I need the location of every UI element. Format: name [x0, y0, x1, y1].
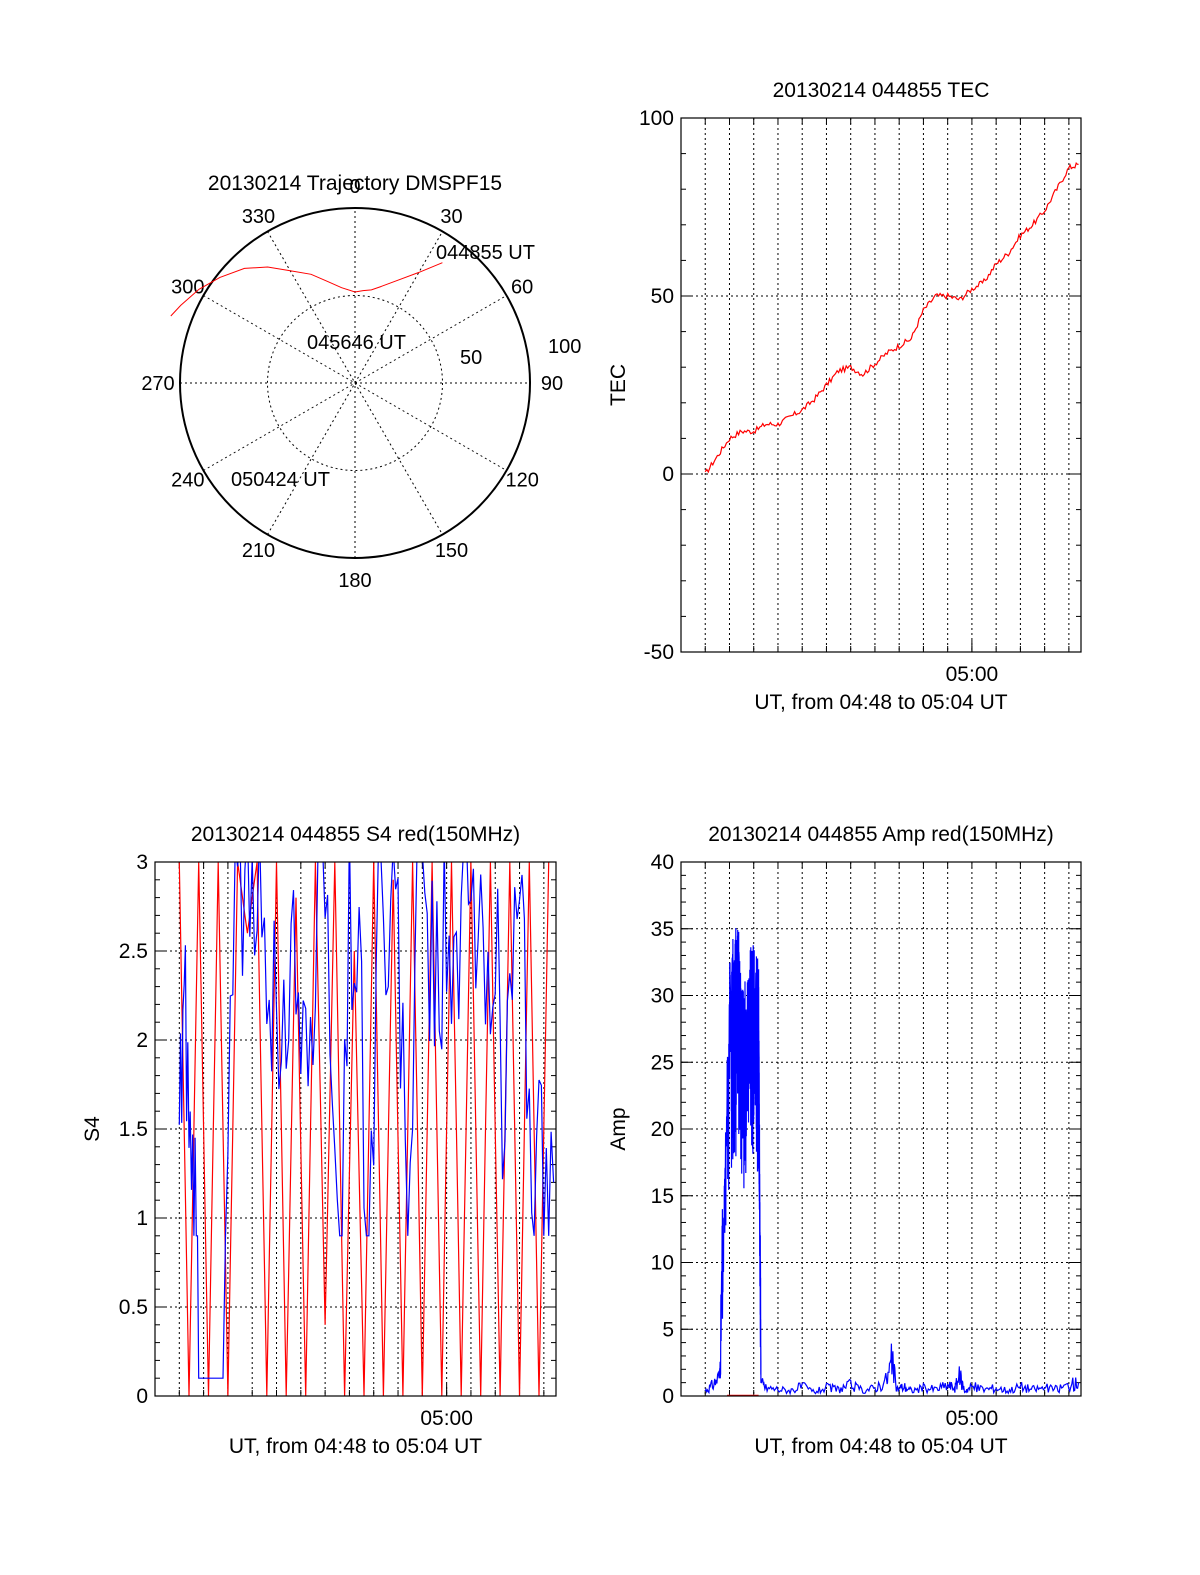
polar-angle-label: 180: [338, 570, 371, 592]
polar-spoke: [267, 231, 443, 535]
polar-annotation-start: 044855 UT: [436, 242, 535, 264]
s4-y-tick-label: 2.5: [119, 940, 148, 963]
amp-y-tick-label: 5: [662, 1318, 674, 1341]
amp-title: 20130214 044855 Amp red(150MHz): [708, 823, 1054, 846]
amp-x-tick-label: 05:00: [946, 1407, 999, 1430]
polar-angle-label: 270: [141, 373, 174, 395]
amp-y-tick-label: 40: [651, 851, 674, 874]
tec-series-line-0: [704, 161, 1079, 474]
polar-angle-label: 30: [440, 206, 462, 228]
polar-grid: [179, 207, 531, 559]
polar-title: 20130214 Trajectory DMSPF15: [208, 172, 502, 195]
polar-angle-label: 210: [242, 540, 275, 562]
s4-plot-frame: [154, 861, 557, 1397]
s4-y-tick-label: 0: [136, 1385, 148, 1408]
polar-angle-label: 300: [171, 277, 204, 299]
amp-panel: 20130214 044855 Amp red(150MHz) 0 5 10 15 20 2…: [607, 823, 1082, 1458]
amp-y-tick-label: 25: [651, 1051, 674, 1074]
amp-y-tick-label: 30: [651, 985, 674, 1008]
tec-y-tick-label: -50: [644, 641, 674, 664]
tec-x-tick-label: 05:00: [946, 663, 999, 686]
tec-x-axis-label: UT, from 04:48 to 05:04 UT: [754, 691, 1007, 714]
polar-trajectory-panel: 20130214 Trajectory DMSPF15 0 30 60 90 120 15…: [141, 172, 581, 592]
s4-x-tick-label: 05:00: [420, 1407, 473, 1430]
amp-y-tick-label: 20: [651, 1118, 674, 1141]
tec-y-tick-label: 100: [639, 107, 674, 130]
tec-plot-area: [704, 161, 1079, 474]
polar-annotation-mid: 045646 UT: [307, 332, 406, 354]
tec-title: 20130214 044855 TEC: [773, 79, 990, 102]
s4-y-axis-label: S4: [81, 1116, 104, 1142]
s4-y-tick-label: 1.5: [119, 1118, 148, 1141]
tec-y-tick-label: 0: [662, 463, 674, 486]
s4-y-tick-label: 2: [136, 1029, 148, 1052]
s4-panel: 20130214 044855 S4 red(150MHz) 0 0.5 1 1.5 2 2…: [81, 823, 557, 1458]
amp-y-axis-label: Amp: [607, 1107, 630, 1150]
polar-angle-label: 150: [435, 540, 468, 562]
s4-y-tick-label: 0.5: [119, 1296, 148, 1319]
amp-plot-frame: [680, 861, 1082, 1397]
s4-title: 20130214 044855 S4 red(150MHz): [191, 823, 520, 846]
polar-angle-label: 60: [511, 277, 533, 299]
s4-x-axis-label: UT, from 04:48 to 05:04 UT: [229, 1435, 482, 1458]
s4-y-tick-label: 3: [136, 851, 148, 874]
polar-angle-label: 120: [505, 470, 538, 492]
polar-trajectory-line: [170, 262, 443, 317]
s4-series-line-blue: [178, 862, 555, 1379]
s4-plot-area: [178, 862, 555, 1396]
tec-y-tick-label: 50: [651, 285, 674, 308]
polar-ring-50: [267, 295, 443, 471]
amp-y-tick-label: 15: [651, 1185, 674, 1208]
amp-y-tick-label: 35: [651, 918, 674, 941]
polar-annotation-end: 050424 UT: [231, 469, 330, 491]
polar-angle-label: 330: [242, 206, 275, 228]
polar-radial-label-50: 50: [460, 347, 482, 369]
polar-angle-label: 240: [171, 470, 204, 492]
tec-y-axis-label: TEC: [607, 364, 630, 406]
amp-plot-area: [704, 927, 1080, 1396]
s4-y-tick-label: 1: [136, 1207, 148, 1230]
tec-panel: 20130214 044855 TEC -50 0 50 100 05:00 UT, fro…: [607, 79, 1082, 714]
amp-y-tick-label: 0: [662, 1385, 674, 1408]
polar-angle-labels: 0 30 60 90 120 150 180 210 240 270 300 330: [141, 176, 563, 592]
amp-series-line-blue: [704, 927, 1080, 1396]
amp-y-tick-label: 10: [651, 1252, 674, 1275]
polar-angle-label: 0: [349, 176, 360, 198]
polar-angle-label: 90: [541, 373, 563, 395]
polar-radial-label-100: 100: [548, 336, 581, 358]
amp-x-axis-label: UT, from 04:48 to 05:04 UT: [754, 1435, 1007, 1458]
tec-plot-frame: [680, 117, 1082, 653]
